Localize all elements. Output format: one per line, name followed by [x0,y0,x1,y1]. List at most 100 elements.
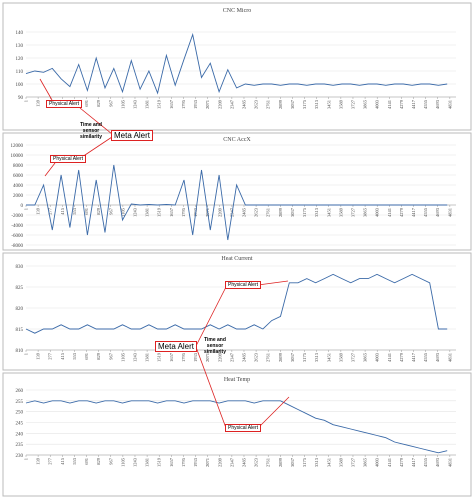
x-tick-label: 2485 [241,352,246,362]
x-tick-label: 1381 [145,353,150,362]
y-tick-label: 4000 [13,184,24,189]
x-tick-label: 4555 [423,457,428,467]
annotation: Physical Alert [46,100,83,108]
x-tick-label: 2485 [241,457,246,467]
x-tick-label: 967 [108,207,113,215]
x-tick-label: 829 [96,352,101,360]
x-tick-label: 1795 [181,207,186,217]
x-tick-label: 415 [60,352,65,360]
x-tick-label: 2623 [254,99,259,109]
x-tick-label: 1933 [193,457,198,467]
x-tick-label: 4141 [387,458,392,467]
x-tick-label: 2623 [254,352,259,362]
connector [81,136,113,158]
x-tick-label: 1795 [181,99,186,109]
x-tick-label: 2209 [217,352,222,362]
x-tick-label: 2209 [217,99,222,109]
x-tick-label: 4693 [435,352,440,362]
x-tick-label: 1657 [169,457,174,467]
x-tick-label: 4417 [411,207,416,217]
y-tick-label: -4000 [11,224,23,229]
x-tick-label: 3865 [363,352,368,362]
x-tick-label: 4555 [423,99,428,109]
x-tick-label: 1657 [169,99,174,109]
x-tick-label: 2071 [205,100,210,109]
x-tick-label: 2761 [266,353,271,362]
series-line [26,164,448,241]
x-tick-label: 2899 [278,457,283,467]
x-tick-label: 4141 [387,353,392,362]
x-tick-label: 2347 [229,457,234,467]
x-tick-label: 1795 [181,457,186,467]
x-tick-label: 553 [72,207,77,215]
x-tick-label: 1795 [181,352,186,362]
y-tick-label: 100 [16,83,24,88]
x-tick-label: 829 [96,99,101,107]
x-tick-label: 691 [84,208,89,215]
chart-title: Heat Temp [224,377,250,383]
x-tick-label: 4003 [375,207,380,217]
y-tick-label: 240 [16,432,24,437]
y-tick-label: 0 [21,204,24,209]
x-tick-label: 1519 [157,207,162,217]
x-tick-label: 3037 [290,207,295,217]
x-tick-label: 4279 [399,352,404,362]
x-tick-label: 4003 [375,352,380,362]
x-tick-label: 3589 [338,352,343,362]
connector [79,107,113,135]
x-tick-label: 1519 [157,99,162,109]
chart-title: Heat Current [221,256,252,262]
x-tick-label: 1657 [169,352,174,362]
x-tick-label: 1933 [193,99,198,109]
y-tick-label: 2000 [13,194,24,199]
x-tick-label: 139 [36,99,41,107]
annotation: Meta Alert [111,130,154,141]
x-tick-label: 3727 [350,207,355,217]
y-tick-label: 245 [16,422,24,427]
panel-frame [2,132,472,251]
panel-frame [2,372,472,497]
y-tick-label: 235 [16,443,24,448]
x-tick-label: 3175 [302,352,307,362]
x-tick-label: 2761 [266,458,271,467]
x-tick-label: 3313 [314,352,319,362]
y-tick-label: 255 [16,400,24,405]
y-tick-label: 230 [16,454,24,459]
x-tick-label: 2071 [205,458,210,467]
x-tick-label: 1243 [132,352,137,362]
x-tick-label: 3037 [290,457,295,467]
x-tick-label: 1657 [169,207,174,217]
x-tick-label: 3451 [326,458,331,467]
x-tick-label: 1519 [157,352,162,362]
x-tick-label: 2899 [278,99,283,109]
x-tick-label: 415 [60,457,65,465]
series-line [25,400,448,454]
x-tick-label: 4279 [399,457,404,467]
x-tick-label: 415 [60,207,65,215]
x-tick-label: 1381 [145,208,150,217]
x-tick-label: 4831 [447,100,452,109]
x-tick-label: 4279 [399,207,404,217]
x-tick-label: 1105 [120,207,125,217]
x-tick-label: 3727 [350,457,355,467]
x-tick-label: 553 [72,352,77,360]
x-tick-label: 277 [48,352,53,360]
x-tick-label: 3451 [326,208,331,217]
x-tick-label: 4555 [423,207,428,217]
connector [195,286,227,347]
panel-frame [2,2,472,131]
y-tick-label: 12000 [11,144,24,149]
y-tick-label: 260 [16,389,24,394]
x-tick-label: 4141 [387,100,392,109]
x-tick-label: 4693 [435,457,440,467]
x-tick-label: 3313 [314,207,319,217]
x-tick-label: 277 [48,457,53,465]
x-tick-label: 1 [24,208,29,210]
x-tick-label: 2071 [205,353,210,362]
x-tick-label: 1 [24,100,29,102]
x-tick-label: 2209 [217,457,222,467]
y-tick-label: 130 [16,44,24,49]
x-tick-label: 2485 [241,99,246,109]
